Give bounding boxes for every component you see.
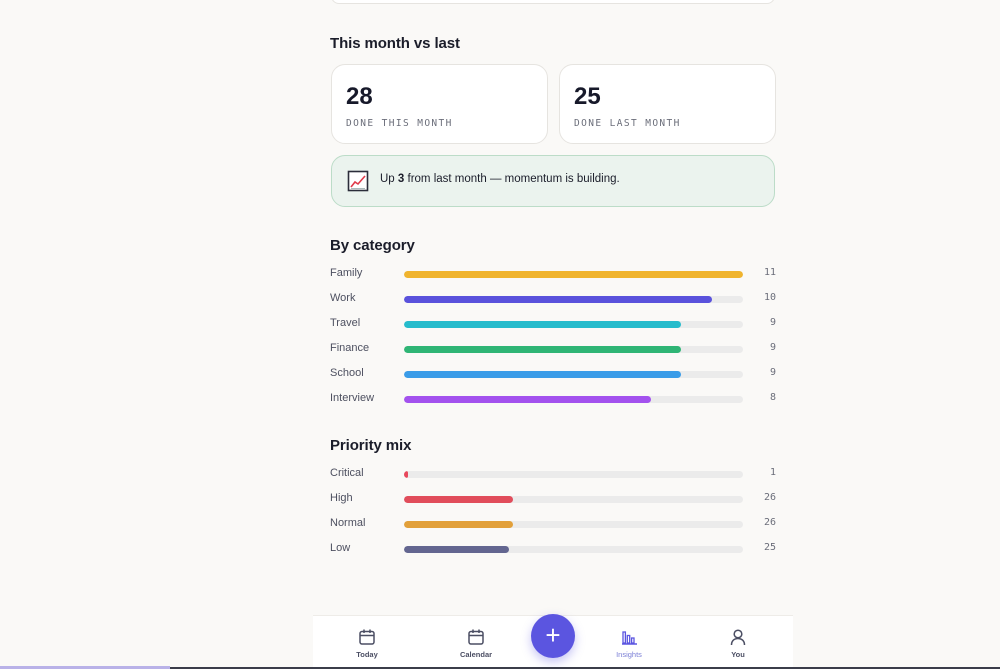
- momentum-message: Up 3 from last month — momentum is build…: [380, 173, 620, 185]
- add-task-button[interactable]: +: [531, 614, 575, 658]
- category-row-school: School 9: [330, 366, 776, 382]
- priority-count: 26: [763, 517, 776, 528]
- nav-insights-label: Insights: [616, 650, 642, 659]
- category-count: 11: [763, 267, 776, 278]
- category-label: School: [330, 367, 364, 379]
- priority-label: Critical: [330, 467, 364, 479]
- category-bar-track: [404, 371, 743, 378]
- priority-row-low: Low 25: [330, 541, 776, 557]
- this-month-value: 28: [346, 83, 373, 110]
- category-bar-fill: [404, 396, 651, 403]
- category-label: Travel: [330, 317, 361, 329]
- priority-count: 26: [763, 492, 776, 503]
- priority-label: High: [330, 492, 353, 504]
- window-edge-accent: [0, 666, 170, 669]
- category-bar-track: [404, 396, 743, 403]
- category-bar-track: [404, 346, 743, 353]
- category-bar-fill: [404, 346, 682, 353]
- priority-row-normal: Normal 26: [330, 516, 776, 532]
- priority-bar-fill: [404, 521, 513, 528]
- bar-chart-icon: [622, 631, 637, 645]
- previous-card: [331, 0, 775, 4]
- priority-count: 1: [769, 467, 776, 478]
- priority-bar-track: [404, 546, 743, 553]
- priority-bar-track: [404, 521, 743, 528]
- category-title: By category: [330, 237, 415, 254]
- this-month-card: 28 DONE THIS MONTH: [331, 64, 548, 144]
- nav-today-label: Today: [356, 650, 378, 659]
- category-row-travel: Travel 9: [330, 316, 776, 332]
- nav-you[interactable]: You: [698, 616, 778, 669]
- momentum-banner: Up 3 from last month — momentum is build…: [331, 155, 775, 207]
- category-bar-fill: [404, 321, 682, 328]
- priority-label: Normal: [330, 517, 366, 529]
- category-label: Finance: [330, 342, 370, 354]
- category-bar-track: [404, 271, 743, 278]
- priority-label: Low: [330, 542, 351, 554]
- priority-row-critical: Critical 1: [330, 466, 776, 482]
- trend-chart-icon: [347, 170, 369, 192]
- category-bar-fill: [404, 271, 743, 278]
- category-row-finance: Finance 9: [330, 341, 776, 357]
- category-bar-track: [404, 296, 743, 303]
- category-row-interview: Interview 8: [330, 391, 776, 407]
- category-bar-fill: [404, 371, 682, 378]
- user-icon: [730, 629, 746, 646]
- category-count: 8: [769, 392, 776, 403]
- category-count: 9: [769, 342, 776, 353]
- category-label: Work: [330, 292, 356, 304]
- priority-title: Priority mix: [330, 437, 412, 454]
- window-edge: [0, 667, 1000, 669]
- nav-calendar-label: Calendar: [459, 650, 493, 659]
- priority-bar-track: [404, 471, 743, 478]
- priority-count: 25: [763, 542, 776, 553]
- calendar-icon: [359, 629, 375, 645]
- category-row-family: Family 11: [330, 266, 776, 282]
- nav-you-label: You: [731, 650, 745, 659]
- last-month-label: DONE LAST MONTH: [574, 118, 681, 129]
- this-month-label: DONE THIS MONTH: [346, 118, 453, 129]
- category-count: 10: [763, 292, 776, 303]
- comparison-title: This month vs last: [330, 35, 460, 52]
- last-month-value: 25: [574, 83, 601, 110]
- category-label: Family: [330, 267, 363, 279]
- category-bar-fill: [404, 296, 713, 303]
- priority-bar-fill: [404, 471, 409, 478]
- nav-insights[interactable]: Insights: [589, 616, 669, 669]
- category-count: 9: [769, 367, 776, 378]
- category-row-work: Work 10: [330, 291, 776, 307]
- category-count: 9: [769, 317, 776, 328]
- priority-bar-track: [404, 496, 743, 503]
- category-bar-track: [404, 321, 743, 328]
- priority-bar-fill: [404, 496, 513, 503]
- priority-bar-fill: [404, 546, 509, 553]
- nav-calendar[interactable]: Calendar: [436, 616, 516, 669]
- priority-row-high: High 26: [330, 491, 776, 507]
- calendar-icon: [468, 629, 484, 645]
- nav-today[interactable]: Today: [327, 616, 407, 669]
- last-month-card: 25 DONE LAST MONTH: [559, 64, 776, 144]
- category-label: Interview: [330, 392, 375, 404]
